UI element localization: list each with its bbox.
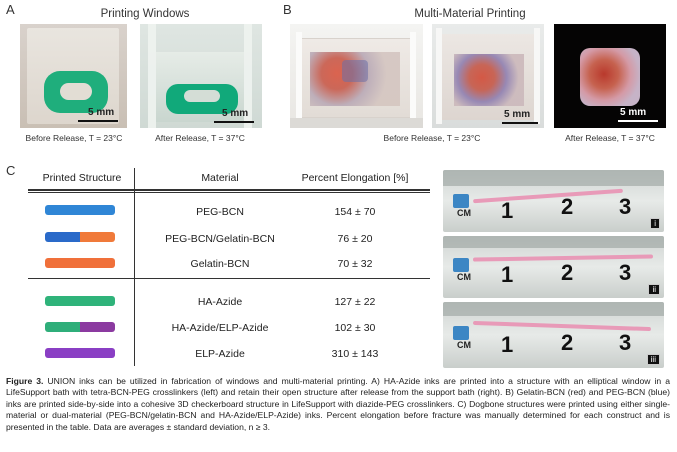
panel-label: ii (648, 284, 660, 295)
figure-caption: Figure 3. UNION inks can be utilized in … (6, 376, 670, 433)
dogbone-left (45, 296, 80, 306)
scale-label: 5 mm (504, 109, 531, 120)
elongation-photo-iii: CM 1 2 3 iii (443, 302, 664, 368)
dogbone-left (45, 348, 80, 358)
dogbone-left (45, 258, 80, 268)
panel-b-title: Multi-Material Printing (414, 8, 526, 20)
panel-a-after-photo: 5 mm (140, 24, 262, 128)
scale-label: 5 mm (620, 107, 647, 118)
header-printed-structure: Printed Structure (42, 172, 122, 184)
material-cell: PEG-BCN (196, 206, 244, 218)
material-cell: HA-Azide (197, 296, 243, 308)
header-rule-thin (28, 192, 430, 193)
ruler-number: 2 (561, 194, 574, 219)
material-cell: Gelatin-BCN (190, 258, 250, 270)
material-cell: ELP-Azide (195, 348, 245, 360)
dogbone-right (80, 296, 115, 306)
elongation-photo-ii: CM 1 2 3 ii (443, 236, 664, 298)
caption-label: Figure 3. (6, 376, 44, 386)
dogbone-right (80, 322, 115, 332)
scale-bar (214, 121, 254, 123)
group-divider (28, 278, 430, 279)
dogbone-right (80, 258, 115, 268)
header-percent-elongation: Percent Elongation [%] (301, 172, 409, 184)
elongation-cell: 127 ± 22 (334, 296, 376, 308)
dogbone-left (45, 205, 80, 215)
ruler-number: 1 (501, 198, 514, 223)
material-cell: HA-Azide/ELP-Azide (171, 322, 269, 334)
panel-b-after-photo: 5 mm (554, 24, 666, 128)
panel-label: iii (646, 354, 660, 365)
dogbone-swatch (45, 205, 115, 215)
scale-bar (78, 120, 118, 122)
dogbone-swatch (45, 322, 115, 332)
scale-label: 5 mm (88, 107, 115, 118)
elongation-cell: 70 ± 32 (337, 258, 373, 270)
panel-b-before-caption: Before Release, T = 23°C (383, 133, 481, 143)
ruler-number: 3 (619, 260, 632, 285)
panel-a-letter: A (6, 2, 15, 17)
cm-label: CM (457, 340, 471, 350)
elongation-photo-i: CM 1 2 3 i (443, 170, 664, 232)
elongation-cell: 102 ± 30 (334, 322, 376, 334)
panel-b-after-caption: After Release, T = 37°C (565, 133, 655, 143)
scale-label: 5 mm (222, 108, 249, 119)
elongation-cell: 310 ± 143 (331, 348, 379, 360)
dogbone-swatch (45, 348, 115, 358)
dogbone-right (80, 348, 115, 358)
column-divider (134, 168, 135, 366)
panel-b-before-photo-2: 5 mm (432, 24, 544, 128)
scale-bar (618, 120, 658, 122)
scale-bar (502, 122, 538, 124)
panel-a-before-photo: 5 mm (20, 24, 127, 128)
panel-label: i (650, 218, 660, 229)
dogbone-right (80, 205, 115, 215)
dogbone-right (80, 232, 115, 242)
ruler-number: 3 (619, 194, 632, 219)
panel-a-before-caption: Before Release, T = 23°C (25, 133, 123, 143)
panel-b-before-photo-1 (290, 24, 423, 128)
elongation-cell: 154 ± 70 (334, 206, 376, 218)
dogbone-swatch (45, 296, 115, 306)
ruler-number: 1 (501, 262, 514, 287)
dogbone-left (45, 322, 80, 332)
dogbone-swatch (45, 232, 115, 242)
panel-a-after-caption: After Release, T = 37°C (155, 133, 245, 143)
dogbone-left (45, 232, 80, 242)
elongation-cell: 76 ± 20 (337, 233, 373, 245)
header-rule (28, 189, 430, 191)
material-cell: PEG-BCN/Gelatin-BCN (165, 233, 275, 245)
panel-c-letter: C (6, 163, 16, 178)
cm-label: CM (457, 208, 471, 218)
ruler-number: 3 (619, 330, 632, 355)
caption-text: UNION inks can be utilized in fabricatio… (6, 376, 670, 432)
ruler-number: 2 (561, 260, 574, 285)
ruler-number: 1 (501, 332, 514, 357)
dogbone-swatch (45, 258, 115, 268)
panel-b-letter: B (283, 2, 292, 17)
cm-label: CM (457, 272, 471, 282)
panel-a-title: Printing Windows (100, 8, 190, 20)
ruler-number: 2 (561, 330, 574, 355)
header-material: Material (201, 172, 239, 184)
